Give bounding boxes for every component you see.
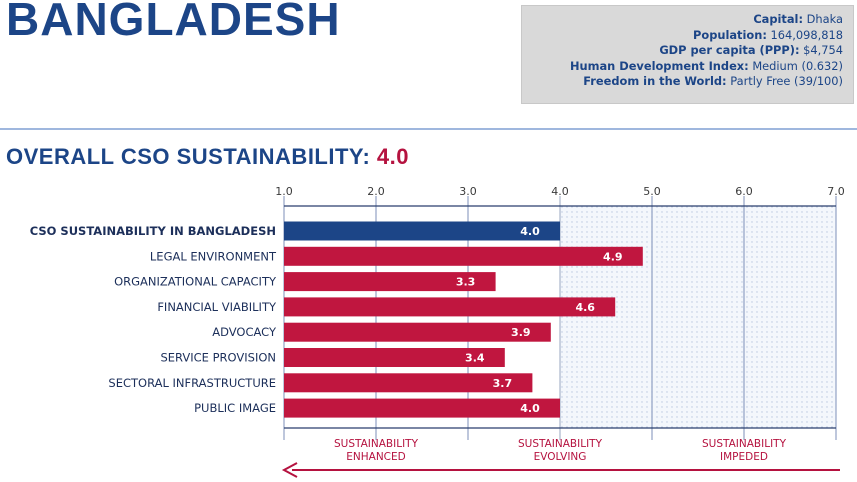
fact-hdi: Human Development Index: Medium (0.632) bbox=[569, 58, 843, 73]
bar-7 bbox=[284, 398, 560, 418]
zone-label-2-1: IMPEDED bbox=[720, 451, 768, 463]
overall-score: 4.0 bbox=[376, 144, 410, 169]
bar-2 bbox=[284, 272, 496, 292]
x-tick-label-1.0: 1.0 bbox=[275, 185, 293, 198]
bar-value-label-7: 4.0 bbox=[520, 402, 540, 415]
bar-value-label-4: 3.9 bbox=[511, 326, 531, 339]
section-divider bbox=[0, 128, 857, 130]
bar-6 bbox=[284, 373, 533, 393]
bar-4 bbox=[284, 322, 551, 342]
category-label-7: PUBLIC IMAGE bbox=[194, 401, 276, 415]
category-label-6: SECTORAL INFRASTRUCTURE bbox=[108, 376, 276, 390]
category-label-3: FINANCIAL VIABILITY bbox=[157, 300, 277, 314]
overall-score-heading: OVERALL CSO SUSTAINABILITY: 4.0 bbox=[6, 144, 409, 170]
category-label-1: LEGAL ENVIRONMENT bbox=[150, 249, 277, 263]
zone-label-1-0: SUSTAINABILITY bbox=[518, 438, 603, 450]
fact-population: Population: 164,098,818 bbox=[693, 27, 843, 42]
x-tick-label-3.0: 3.0 bbox=[459, 185, 477, 198]
country-title: BANGLADESH bbox=[6, 0, 341, 45]
bar-value-label-2: 3.3 bbox=[456, 276, 476, 289]
x-tick-label-6.0: 6.0 bbox=[735, 185, 753, 198]
zone-label-1-1: EVOLVING bbox=[534, 451, 587, 463]
x-tick-label-5.0: 5.0 bbox=[643, 185, 661, 198]
bar-value-label-1: 4.9 bbox=[603, 250, 623, 263]
fact-freedom: Freedom in the World: Partly Free (39/10… bbox=[583, 74, 843, 88]
bar-1 bbox=[284, 246, 643, 266]
bar-0 bbox=[284, 221, 560, 241]
zone-label-2-0: SUSTAINABILITY bbox=[702, 438, 787, 450]
bar-value-label-3: 4.6 bbox=[575, 301, 595, 314]
fact-capital: Capital: Dhaka bbox=[753, 12, 843, 26]
bar-value-label-0: 4.0 bbox=[520, 225, 540, 238]
category-label-4: ADVOCACY bbox=[212, 325, 277, 339]
bar-3 bbox=[284, 297, 616, 317]
category-label-0: CSO SUSTAINABILITY IN BANGLADESH bbox=[30, 224, 276, 238]
country-facts-box: Capital: Dhaka Population: 164,098,818 G… bbox=[521, 5, 854, 104]
zone-label-0-1: ENHANCED bbox=[346, 451, 405, 463]
fact-gdp: GDP per capita (PPP): $4,754 bbox=[659, 43, 843, 57]
x-tick-label-2.0: 2.0 bbox=[367, 185, 385, 198]
bar-value-label-6: 3.7 bbox=[493, 377, 513, 390]
bar-value-label-5: 3.4 bbox=[465, 352, 485, 365]
plot-dot-pattern bbox=[560, 206, 836, 428]
bar-5 bbox=[284, 348, 505, 367]
zone-label-0-0: SUSTAINABILITY bbox=[334, 438, 419, 450]
overall-label: OVERALL CSO SUSTAINABILITY: bbox=[6, 144, 371, 169]
direction-arrow-head bbox=[281, 462, 298, 478]
x-tick-label-7.0: 7.0 bbox=[827, 185, 845, 198]
x-tick-label-4.0: 4.0 bbox=[551, 185, 569, 198]
category-label-5: SERVICE PROVISION bbox=[160, 351, 276, 365]
category-label-2: ORGANIZATIONAL CAPACITY bbox=[114, 275, 277, 289]
